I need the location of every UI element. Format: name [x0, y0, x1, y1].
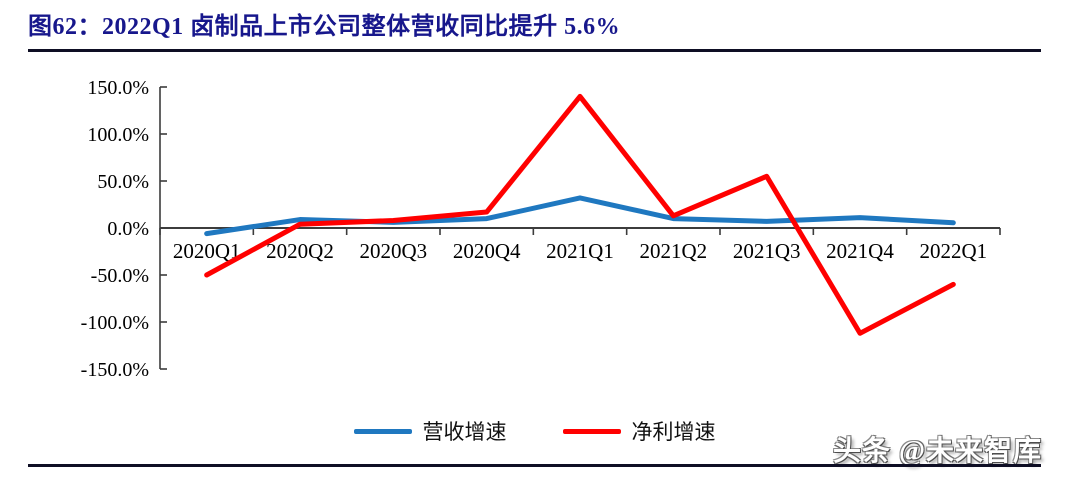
y-tick-label: 50.0% — [97, 171, 149, 193]
net-profit-growth-line — [204, 93, 956, 336]
x-tick-label: 2020Q4 — [453, 239, 521, 263]
y-tick-label: 150.0% — [87, 77, 149, 99]
legend-item-net-profit-growth: 净利增速 — [562, 416, 716, 446]
y-tick-label: 0.0% — [107, 218, 149, 240]
x-tick-label: 2020Q3 — [359, 239, 427, 263]
x-tick-label: 2022Q1 — [919, 239, 987, 263]
legend-item-revenue-growth: 营收增速 — [353, 416, 507, 446]
y-tick-label: 100.0% — [87, 124, 149, 146]
bottom-divider — [28, 464, 1041, 467]
line-chart: 150.0% 100.0% 50.0% 0.0% -50.0% -100.0% -150.0… — [81, 77, 1001, 381]
x-tick-label: 2021Q1 — [546, 239, 614, 263]
x-tick-label: 2021Q3 — [733, 239, 801, 263]
legend-label-net-profit-growth: 净利增速 — [631, 420, 716, 444]
y-tick-label: -50.0% — [91, 265, 149, 287]
legend: 营收增速 净利增速 — [0, 416, 1069, 446]
y-tick-label: -150.0% — [81, 359, 149, 381]
title-divider — [28, 49, 1041, 52]
revenue-growth-line — [204, 195, 956, 237]
x-tick-label: 2021Q4 — [826, 239, 894, 263]
net-profit-growth-line-swatch — [562, 428, 621, 434]
revenue-growth-line-swatch — [353, 428, 412, 434]
legend-label-revenue-growth: 营收增速 — [422, 420, 507, 444]
figure-title: 图62：2022Q1 卤制品上市公司整体营收同比提升 5.6% — [28, 14, 621, 40]
x-tick-label: 2020Q2 — [266, 239, 334, 263]
x-tick-label: 2020Q1 — [173, 239, 241, 263]
watermark: 头条 @未来智库 — [832, 436, 1042, 467]
x-tick-label: 2021Q2 — [639, 239, 707, 263]
y-tick-label: -100.0% — [81, 312, 149, 334]
